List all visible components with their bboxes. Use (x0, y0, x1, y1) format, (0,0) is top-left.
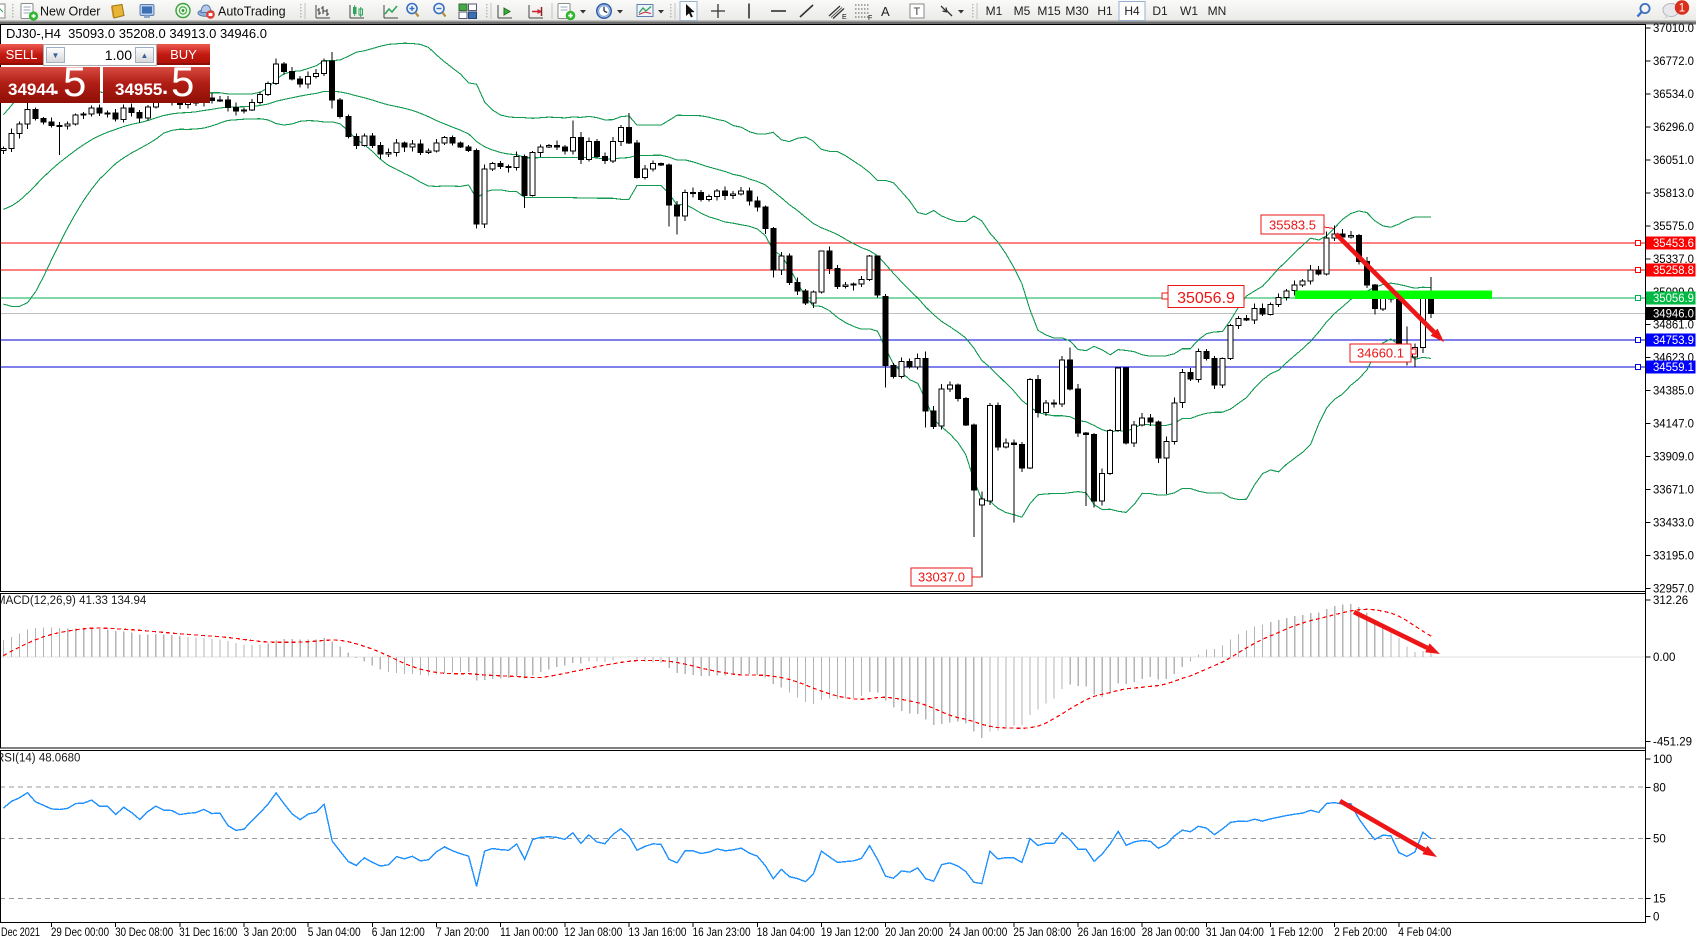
svg-text:2 Feb 20:00: 2 Feb 20:00 (1334, 927, 1387, 939)
svg-text:25 Jan 08:00: 25 Jan 08:00 (1013, 927, 1071, 939)
svg-text:4 Feb 04:00: 4 Feb 04:00 (1398, 927, 1451, 939)
svg-text:6 Jan 12:00: 6 Jan 12:00 (372, 927, 425, 939)
svg-text:M30: M30 (1065, 4, 1089, 18)
svg-text:34559.1: 34559.1 (1653, 362, 1694, 374)
svg-text:MN: MN (1208, 4, 1227, 18)
svg-text:34753.9: 34753.9 (1653, 335, 1694, 347)
svg-text:29 Dec 00:00: 29 Dec 00:00 (51, 927, 109, 939)
svg-text:W1: W1 (1180, 4, 1198, 18)
svg-text:34946.0: 34946.0 (1653, 308, 1694, 320)
svg-text:36534.0: 36534.0 (1653, 89, 1694, 101)
svg-text:13 Jan 16:00: 13 Jan 16:00 (629, 927, 687, 939)
svg-text:35056.9: 35056.9 (1177, 290, 1235, 307)
svg-text:11 Jan 00:00: 11 Jan 00:00 (500, 927, 558, 939)
svg-text:30 Dec 08:00: 30 Dec 08:00 (115, 927, 173, 939)
svg-text:37010.0: 37010.0 (1653, 23, 1694, 35)
svg-text:MACD(12,26,9) 41.33 134.94: MACD(12,26,9) 41.33 134.94 (0, 595, 147, 607)
svg-text:7 Jan 20:00: 7 Jan 20:00 (436, 927, 489, 939)
svg-text:M15: M15 (1037, 4, 1061, 18)
svg-text:T: T (914, 6, 921, 18)
svg-text:33037.0: 33037.0 (918, 570, 965, 585)
svg-text:A: A (881, 4, 890, 19)
svg-text:F: F (868, 15, 872, 22)
svg-text:31 Dec 16:00: 31 Dec 16:00 (179, 927, 237, 939)
svg-text:80: 80 (1653, 783, 1666, 795)
svg-text:0: 0 (1653, 912, 1659, 924)
svg-text:34660.1: 34660.1 (1357, 346, 1404, 361)
svg-text:3 Jan 20:00: 3 Jan 20:00 (244, 927, 297, 939)
svg-text:D1: D1 (1152, 4, 1168, 18)
svg-text:35337.0: 35337.0 (1653, 254, 1694, 266)
svg-text:33909.0: 33909.0 (1653, 452, 1694, 464)
svg-text:35813.0: 35813.0 (1653, 188, 1694, 200)
svg-text:AutoTrading: AutoTrading (218, 5, 286, 19)
svg-text:34147.0: 34147.0 (1653, 419, 1694, 431)
svg-text:312.26: 312.26 (1653, 595, 1688, 607)
svg-text:DJ30-,H4 35093.0 35208.0 3491: DJ30-,H4 35093.0 35208.0 34913.0 34946.0 (6, 26, 267, 41)
svg-text:H4: H4 (1124, 4, 1140, 18)
svg-text:35453.6: 35453.6 (1653, 238, 1694, 250)
svg-text:35056.9: 35056.9 (1653, 293, 1694, 305)
svg-text:35583.5: 35583.5 (1269, 218, 1316, 233)
svg-text:1: 1 (1679, 3, 1685, 15)
svg-text:35575.0: 35575.0 (1653, 221, 1694, 233)
svg-text:33195.0: 33195.0 (1653, 551, 1694, 563)
svg-text:M5: M5 (1014, 4, 1031, 18)
svg-text:24 Jan 00:00: 24 Jan 00:00 (949, 927, 1007, 939)
svg-text:33671.0: 33671.0 (1653, 485, 1694, 497)
svg-text:19 Jan 12:00: 19 Jan 12:00 (821, 927, 879, 939)
svg-text:50: 50 (1653, 833, 1666, 845)
svg-text:31 Jan 04:00: 31 Jan 04:00 (1206, 927, 1264, 939)
svg-text:0.00: 0.00 (1653, 652, 1675, 664)
svg-text:36296.0: 36296.0 (1653, 122, 1694, 134)
svg-text:New Order: New Order (40, 5, 100, 19)
svg-text:28 Jan 00:00: 28 Jan 00:00 (1142, 927, 1200, 939)
svg-text:H1: H1 (1097, 4, 1113, 18)
svg-text:33433.0: 33433.0 (1653, 518, 1694, 530)
svg-text:15: 15 (1653, 893, 1666, 905)
svg-text:12 Jan 08:00: 12 Jan 08:00 (564, 927, 622, 939)
svg-text:36772.0: 36772.0 (1653, 56, 1694, 68)
svg-text:32957.0: 32957.0 (1653, 584, 1694, 596)
svg-text:E: E (842, 14, 847, 21)
svg-text:34861.0: 34861.0 (1653, 320, 1694, 332)
svg-text:34385.0: 34385.0 (1653, 386, 1694, 398)
svg-text:18 Jan 04:00: 18 Jan 04:00 (757, 927, 815, 939)
svg-text:36051.0: 36051.0 (1653, 155, 1694, 167)
svg-text:100: 100 (1653, 754, 1672, 766)
svg-text:-451.29: -451.29 (1653, 737, 1692, 749)
svg-text:16 Jan 23:00: 16 Jan 23:00 (693, 927, 751, 939)
svg-text:5 Jan 04:00: 5 Jan 04:00 (308, 927, 361, 939)
svg-text:20 Jan 20:00: 20 Jan 20:00 (885, 927, 943, 939)
svg-text:Dec 2021: Dec 2021 (1, 927, 40, 939)
svg-text:1 Feb 12:00: 1 Feb 12:00 (1270, 927, 1323, 939)
svg-text:26 Jan 16:00: 26 Jan 16:00 (1078, 927, 1136, 939)
svg-text:35258.8: 35258.8 (1653, 265, 1694, 277)
svg-text:M1: M1 (986, 4, 1003, 18)
svg-text:RSI(14) 48.0680: RSI(14) 48.0680 (0, 753, 80, 765)
